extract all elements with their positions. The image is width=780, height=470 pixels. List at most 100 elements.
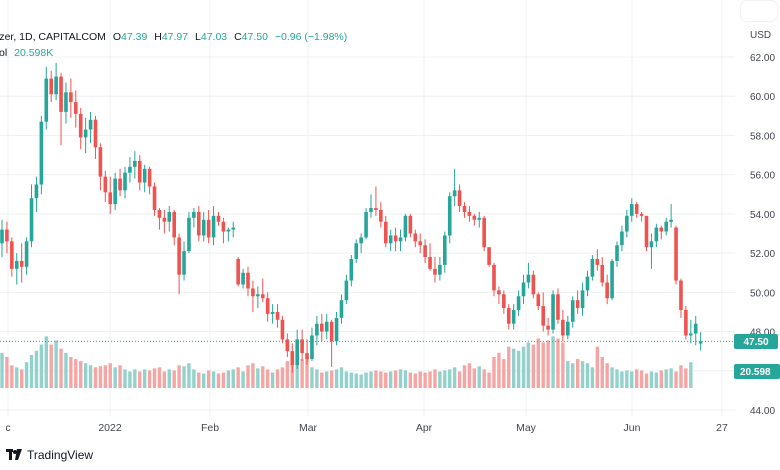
candle-body (379, 209, 383, 222)
candle-body (349, 258, 354, 281)
last-volume-badge: 20.598 (734, 364, 780, 379)
volume-bar (147, 370, 152, 388)
price-axis[interactable]: 44.0046.0048.0050.0052.0054.0056.0058.00… (750, 53, 775, 417)
candle-body (310, 335, 314, 360)
volume-bar (39, 344, 44, 388)
volume-bar (536, 338, 540, 388)
volume-bar (5, 357, 9, 388)
volume-bar (202, 373, 206, 388)
candle-body (541, 306, 545, 326)
low-label: L (195, 31, 201, 43)
candle-body (408, 215, 413, 234)
candle-body (64, 92, 68, 112)
candle-body (610, 260, 614, 299)
tradingview-brand[interactable]: TradingView (27, 448, 94, 462)
candle-body (388, 235, 393, 244)
candle-body (551, 294, 555, 330)
volume-bar (256, 368, 260, 388)
candle-body (452, 190, 457, 197)
volume-bar (625, 370, 629, 388)
volume-bar (270, 372, 275, 388)
volume-bar (211, 371, 216, 388)
price-tick-label: 60.00 (750, 92, 775, 103)
volume-bar (556, 338, 560, 388)
volume-bar (674, 371, 678, 388)
candle-body (566, 321, 570, 336)
volume-bar (285, 361, 290, 388)
volume-bar (644, 373, 649, 388)
candle-body (383, 221, 388, 244)
tradingview-logo-icon[interactable] (6, 448, 22, 462)
candle-body (477, 217, 482, 220)
volume-bar (497, 352, 501, 388)
chart-menu-button[interactable] (741, 1, 777, 21)
volume-bar (231, 369, 235, 388)
volume-bar (15, 367, 19, 388)
candle-body (133, 160, 137, 167)
candle-body (659, 227, 664, 232)
volume-bar (433, 369, 437, 388)
volume-bar (639, 370, 644, 388)
candle-body (649, 241, 654, 248)
volume-bar (172, 370, 176, 388)
volume-bar (374, 370, 378, 388)
candle-body (24, 241, 29, 267)
candle-body (403, 215, 408, 238)
candle-body (44, 78, 49, 122)
candle-body (354, 243, 359, 259)
volume-bar (29, 354, 34, 388)
volume-bar (354, 373, 358, 388)
time-axis[interactable]: c 2022 Feb Mar Apr May Jun 27 (5, 422, 728, 434)
volume-bar (654, 372, 659, 388)
volume-bar (369, 371, 373, 388)
volume-bar (467, 363, 472, 388)
volume-bar (610, 367, 614, 388)
volume-value: 20.598K (14, 47, 53, 59)
volume-bar (659, 370, 663, 388)
candle-body (674, 227, 678, 281)
candle-body (197, 211, 201, 236)
candle-body (364, 211, 368, 238)
volume-bar (580, 361, 585, 388)
volume-bar (93, 367, 98, 388)
candle-body (482, 217, 486, 248)
candle-body (280, 319, 285, 340)
candle-body (147, 168, 152, 187)
candle-body (206, 219, 211, 238)
candle-body (644, 215, 649, 248)
candle-body (521, 282, 526, 297)
candle-body (359, 237, 363, 244)
candle-body (423, 245, 427, 258)
volume-bar (384, 372, 388, 388)
candle-body (324, 321, 329, 332)
candle-body (457, 190, 462, 207)
volume-bar (334, 369, 339, 388)
candle-body (128, 166, 132, 173)
candle-body (418, 241, 422, 246)
candle-body (516, 296, 521, 310)
candle-body (152, 186, 157, 210)
volume-bar (364, 372, 368, 388)
candlesticks (0, 62, 703, 373)
volume-bar (69, 357, 73, 388)
candle-body (192, 211, 196, 218)
volume-bar (108, 363, 112, 388)
candle-body (270, 311, 275, 314)
candle-body (98, 147, 103, 177)
volume-bar (0, 352, 4, 388)
volume-bar (138, 371, 142, 388)
candle-body (605, 282, 609, 299)
volume-bar (74, 359, 78, 388)
candle-body (600, 264, 605, 283)
volume-bar (620, 371, 624, 388)
candle-body (497, 290, 501, 295)
volume-bar (492, 357, 496, 388)
volume-bar (305, 357, 309, 388)
price-tick-label: 54.00 (750, 210, 775, 221)
candle-body (615, 245, 619, 261)
candle-body (629, 204, 634, 216)
price-chart[interactable]: 44.0046.0048.0050.0052.0054.0056.0058.00… (0, 0, 780, 440)
volume-bar (123, 369, 127, 388)
candle-body (502, 294, 506, 309)
high-value: 47.97 (162, 31, 188, 43)
